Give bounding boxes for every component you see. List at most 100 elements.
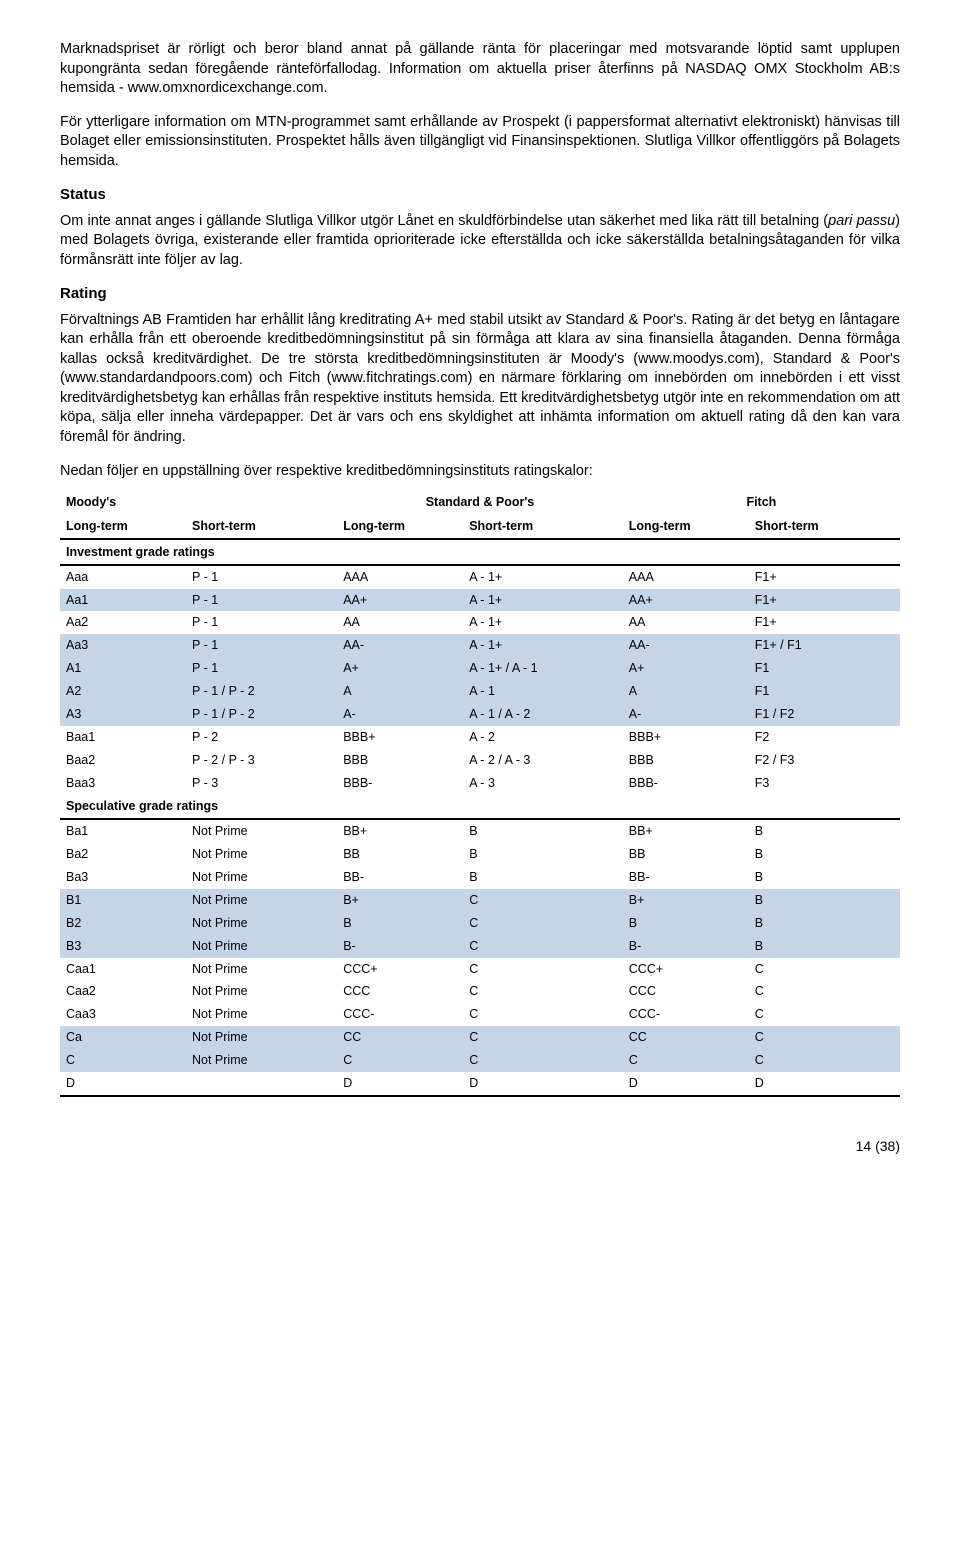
rating-heading: Rating bbox=[60, 284, 900, 304]
table-cell: P - 1 bbox=[186, 565, 337, 589]
table-cell: B- bbox=[623, 935, 749, 958]
table-cell: A - 3 bbox=[463, 772, 623, 795]
table-cell: BB bbox=[337, 843, 463, 866]
table-cell: B bbox=[749, 819, 900, 843]
table-cell: Ba2 bbox=[60, 843, 186, 866]
table-cell: AAA bbox=[337, 565, 463, 589]
table-cell: Not Prime bbox=[186, 1049, 337, 1072]
section-label: Investment grade ratings bbox=[60, 539, 900, 565]
ratings-table: Moody's Standard & Poor's Fitch Long-ter… bbox=[60, 491, 900, 1097]
table-cell: CCC bbox=[623, 980, 749, 1003]
table-row: A2P - 1 / P - 2AA - 1AF1 bbox=[60, 680, 900, 703]
table-cell: B3 bbox=[60, 935, 186, 958]
table-cell: Not Prime bbox=[186, 980, 337, 1003]
status-heading: Status bbox=[60, 185, 900, 205]
col-header: Long-term bbox=[60, 515, 186, 539]
investment-grade-section: Investment grade ratings bbox=[60, 539, 900, 565]
table-row: Caa1Not PrimeCCC+CCCC+C bbox=[60, 958, 900, 981]
table-cell: F3 bbox=[749, 772, 900, 795]
table-cell: C bbox=[463, 1003, 623, 1026]
table-cell: F1+ bbox=[749, 589, 900, 612]
table-cell: A - 1+ bbox=[463, 565, 623, 589]
table-row: Ba3Not PrimeBB-BBB-B bbox=[60, 866, 900, 889]
table-row: CNot PrimeCCCC bbox=[60, 1049, 900, 1072]
table-cell: F1+ bbox=[749, 611, 900, 634]
table-cell: CCC- bbox=[337, 1003, 463, 1026]
table-cell: A bbox=[337, 680, 463, 703]
table-cell: AA+ bbox=[337, 589, 463, 612]
table-cell: C bbox=[749, 1049, 900, 1072]
table-cell: CCC+ bbox=[623, 958, 749, 981]
table-cell: BB- bbox=[623, 866, 749, 889]
table-intro-text: Nedan följer en uppställning över respek… bbox=[60, 462, 900, 482]
table-cell: C bbox=[337, 1049, 463, 1072]
table-row: AaaP - 1AAAA - 1+AAAF1+ bbox=[60, 565, 900, 589]
table-cell: C bbox=[463, 1049, 623, 1072]
table-cell: BBB+ bbox=[337, 726, 463, 749]
table-cell: F1 / F2 bbox=[749, 703, 900, 726]
col-header: Short-term bbox=[749, 515, 900, 539]
table-row: Baa2P - 2 / P - 3BBBA - 2 / A - 3BBBF2 /… bbox=[60, 749, 900, 772]
table-cell: P - 3 bbox=[186, 772, 337, 795]
table-cell: Ba1 bbox=[60, 819, 186, 843]
table-cell: Not Prime bbox=[186, 866, 337, 889]
table-row: A1P - 1A+A - 1+ / A - 1A+F1 bbox=[60, 657, 900, 680]
table-row: Aa1P - 1AA+A - 1+AA+F1+ bbox=[60, 589, 900, 612]
table-row: Ba1Not PrimeBB+BBB+B bbox=[60, 819, 900, 843]
table-cell: B bbox=[623, 912, 749, 935]
table-cell: C bbox=[463, 1026, 623, 1049]
table-cell: B bbox=[749, 912, 900, 935]
col-header: Long-term bbox=[337, 515, 463, 539]
table-cell: C bbox=[749, 1003, 900, 1026]
table-cell: B bbox=[463, 819, 623, 843]
table-cell: A- bbox=[623, 703, 749, 726]
table-cell: D bbox=[337, 1072, 463, 1096]
table-cell: BB+ bbox=[623, 819, 749, 843]
table-cell: P - 2 / P - 3 bbox=[186, 749, 337, 772]
table-cell: P - 1 / P - 2 bbox=[186, 703, 337, 726]
table-cell: B+ bbox=[623, 889, 749, 912]
table-cell: F1 bbox=[749, 680, 900, 703]
table-cell: C bbox=[749, 980, 900, 1003]
table-cell: B bbox=[749, 866, 900, 889]
table-cell bbox=[186, 1072, 337, 1096]
table-cell: D bbox=[749, 1072, 900, 1096]
table-cell: A- bbox=[337, 703, 463, 726]
table-cell: BBB bbox=[337, 749, 463, 772]
table-cell: CC bbox=[337, 1026, 463, 1049]
table-cell: BBB+ bbox=[623, 726, 749, 749]
table-cell: B bbox=[463, 866, 623, 889]
table-cell: AA bbox=[623, 611, 749, 634]
table-cell: C bbox=[749, 1026, 900, 1049]
table-cell: Caa2 bbox=[60, 980, 186, 1003]
table-cell: Not Prime bbox=[186, 819, 337, 843]
table-row: Aa3P - 1AA-A - 1+AA-F1+ / F1 bbox=[60, 634, 900, 657]
table-cell: Aaa bbox=[60, 565, 186, 589]
table-cell: Baa3 bbox=[60, 772, 186, 795]
table-cell: B2 bbox=[60, 912, 186, 935]
table-cell: C bbox=[749, 958, 900, 981]
table-cell: Baa2 bbox=[60, 749, 186, 772]
table-cell: A - 2 / A - 3 bbox=[463, 749, 623, 772]
pari-passu-italic: pari passu bbox=[828, 213, 895, 229]
table-cell: Not Prime bbox=[186, 843, 337, 866]
table-cell: A2 bbox=[60, 680, 186, 703]
table-cell: CC bbox=[623, 1026, 749, 1049]
table-cell: P - 2 bbox=[186, 726, 337, 749]
table-cell: F2 / F3 bbox=[749, 749, 900, 772]
table-cell: Not Prime bbox=[186, 1003, 337, 1026]
table-cell: A - 1 / A - 2 bbox=[463, 703, 623, 726]
table-row: B1Not PrimeB+CB+B bbox=[60, 889, 900, 912]
paragraph-market-price: Marknadspriset är rörligt och beror blan… bbox=[60, 40, 900, 99]
table-cell: P - 1 bbox=[186, 657, 337, 680]
table-row: Caa2Not PrimeCCCCCCCC bbox=[60, 980, 900, 1003]
table-cell: D bbox=[60, 1072, 186, 1096]
table-cell: Baa1 bbox=[60, 726, 186, 749]
table-cell: BBB- bbox=[337, 772, 463, 795]
table-row: Caa3Not PrimeCCC-CCCC-C bbox=[60, 1003, 900, 1026]
table-cell: A - 1+ bbox=[463, 611, 623, 634]
table-cell: Not Prime bbox=[186, 889, 337, 912]
table-cell: Caa1 bbox=[60, 958, 186, 981]
term-header-row: Long-term Short-term Long-term Short-ter… bbox=[60, 515, 900, 539]
table-cell: AA- bbox=[337, 634, 463, 657]
